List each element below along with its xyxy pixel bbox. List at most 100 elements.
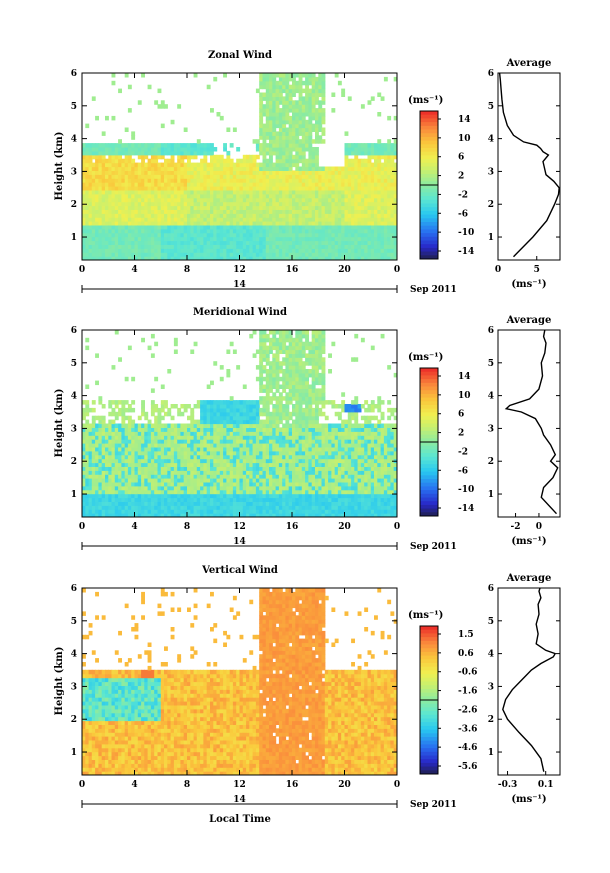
- heatmap-cell: [269, 384, 273, 389]
- heatmap-cell: [187, 154, 191, 160]
- heatmap-cell: [144, 205, 149, 210]
- heatmap-cell: [334, 193, 339, 199]
- heatmap-cell: [328, 170, 332, 175]
- heatmap-cell: [111, 115, 116, 121]
- heatmap-cell: [337, 80, 342, 86]
- heatmap-cell: [232, 178, 237, 183]
- heatmap-cell: [226, 205, 231, 210]
- heatmap-cell: [82, 485, 86, 491]
- heatmap-cell: [131, 478, 136, 483]
- heatmap-cell: [269, 396, 273, 401]
- heatmap-cell: [177, 462, 182, 467]
- heatmap-cell: [223, 248, 227, 253]
- heatmap-cell: [390, 197, 395, 203]
- heatmap-cell: [275, 139, 280, 144]
- heatmap-cell: [272, 162, 277, 168]
- heatmap-cell: [134, 481, 139, 487]
- heatmap-cell: [105, 162, 109, 168]
- heatmap-cell: [200, 509, 204, 514]
- heatmap-cell: [318, 92, 323, 97]
- heatmap-cell: [114, 244, 119, 249]
- heatmap-cell: [223, 489, 227, 495]
- heatmap-cell: [370, 174, 375, 179]
- heatmap-cell: [206, 419, 211, 425]
- heatmap-cell: [203, 178, 208, 183]
- heatmap-cell: [311, 80, 316, 86]
- heatmap-cell: [167, 217, 172, 222]
- heatmap-cell: [177, 189, 182, 195]
- heatmap-cell: [282, 158, 287, 164]
- heatmap-cell: [200, 232, 204, 238]
- heatmap-cell: [377, 244, 382, 249]
- heatmap-cell: [354, 166, 359, 171]
- heatmap-cell: [393, 147, 397, 152]
- heatmap-cell: [206, 411, 211, 417]
- heatmap-cell: [272, 189, 277, 195]
- heatmap-cell: [298, 88, 303, 94]
- heatmap-cell: [262, 396, 267, 401]
- heatmap-cell: [259, 174, 264, 179]
- heatmap-cell: [242, 454, 247, 460]
- heatmap-cell: [141, 474, 145, 479]
- heatmap-cell: [147, 513, 152, 517]
- heatmap-cell: [196, 427, 201, 432]
- heatmap-cell: [183, 147, 188, 152]
- heatmap-cell: [173, 162, 178, 168]
- heatmap-cell: [295, 112, 300, 117]
- heatmap-cell: [226, 423, 231, 428]
- heatmap-cell: [269, 423, 273, 428]
- heatmap-cell: [85, 248, 90, 253]
- heatmap-cell: [305, 108, 309, 113]
- heatmap-cell: [236, 423, 241, 428]
- heatmap-cell: [246, 162, 250, 168]
- heatmap-cell: [210, 197, 214, 203]
- heatmap-cell: [213, 439, 218, 444]
- heatmap-cell: [354, 182, 359, 187]
- heatmap-cell: [114, 501, 119, 506]
- heatmap-cell: [150, 497, 155, 502]
- x-tick-label: 16: [286, 265, 299, 275]
- heatmap-cell: [196, 182, 201, 187]
- heatmap-cell: [88, 256, 93, 260]
- heatmap-cell: [213, 450, 218, 456]
- heatmap-cell: [367, 178, 372, 183]
- heatmap-cell: [252, 197, 257, 203]
- heatmap-cell: [331, 189, 336, 195]
- heatmap-cell: [265, 189, 270, 195]
- heatmap-cell: [305, 166, 309, 171]
- heatmap-cell: [305, 182, 309, 187]
- heatmap-cell: [180, 454, 185, 460]
- heatmap-cell: [364, 209, 369, 214]
- heatmap-cell: [259, 209, 264, 214]
- heatmap-cell: [157, 228, 162, 234]
- heatmap-cell: [390, 224, 395, 230]
- heatmap-cell: [91, 217, 96, 222]
- heatmap-cell: [318, 256, 323, 260]
- heatmap-cell: [167, 505, 172, 510]
- heatmap-cell: [259, 330, 264, 335]
- heatmap-cell: [223, 197, 227, 203]
- heatmap-cell: [337, 209, 342, 214]
- heatmap-cell: [269, 513, 273, 517]
- heatmap-cell: [170, 228, 175, 234]
- heatmap-cell: [367, 205, 372, 210]
- heatmap-cell: [223, 221, 227, 226]
- heatmap-cell: [118, 439, 122, 444]
- heatmap-cell: [275, 193, 280, 199]
- heatmap-cell: [252, 139, 257, 144]
- heatmap-cell: [259, 485, 264, 491]
- heatmap-cell: [265, 228, 270, 234]
- heatmap-cell: [219, 221, 224, 226]
- heatmap-cell: [298, 84, 303, 90]
- heatmap-cell: [164, 489, 168, 495]
- heatmap-cell: [262, 330, 267, 335]
- average-frame: [497, 72, 561, 261]
- heatmap-cell: [108, 462, 113, 467]
- heatmap-cell: [82, 450, 86, 456]
- heatmap-cell: [177, 104, 182, 109]
- heatmap-cell: [226, 489, 231, 495]
- heatmap-cell: [167, 178, 172, 183]
- heatmap-cell: [223, 217, 227, 222]
- heatmap-cell: [255, 189, 260, 195]
- heatmap-cell: [206, 505, 211, 510]
